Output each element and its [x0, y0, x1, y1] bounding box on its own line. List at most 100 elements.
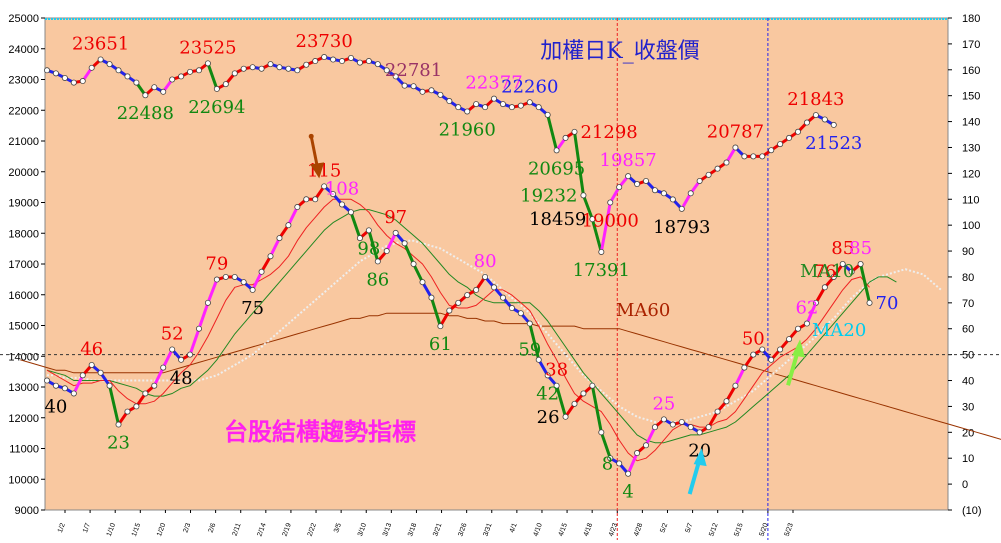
price-point [419, 88, 426, 95]
right-tick-label: 170 [962, 39, 980, 51]
index-point [258, 268, 265, 275]
data-label: 62 [795, 298, 818, 319]
index-point [347, 209, 354, 216]
price-segment [590, 217, 603, 254]
date-tick-label: 4/28 [633, 522, 644, 537]
data-label: 20695 [528, 158, 585, 179]
index-point [303, 196, 310, 203]
price-segment [581, 193, 594, 221]
price-point [455, 104, 462, 111]
left-tick-label: 14000 [8, 351, 39, 363]
price-point [705, 171, 712, 178]
price-point [687, 190, 694, 197]
index-point [133, 403, 140, 410]
price-point [222, 81, 229, 88]
price-point [634, 181, 641, 188]
price-point [285, 65, 292, 72]
right-tick-label: 20 [962, 427, 974, 439]
date-tick-label: 5/15 [733, 522, 744, 537]
index-point [169, 346, 176, 353]
index-point [848, 268, 855, 275]
date-tick-label: 4/1 [509, 522, 519, 534]
price-point [777, 141, 784, 148]
data-label: 4 [622, 482, 633, 503]
price-point [750, 153, 757, 160]
data-label: 40 [44, 396, 67, 417]
data-label: 21298 [580, 122, 637, 143]
price-point [526, 99, 533, 106]
date-tick-label: 4/18 [583, 522, 594, 537]
price-point [231, 70, 238, 77]
index-point [106, 382, 113, 389]
index-point [607, 455, 614, 462]
index-point [52, 382, 59, 389]
index-segment [188, 327, 201, 357]
index-point [44, 377, 51, 384]
index-point [786, 336, 793, 343]
index-point [482, 273, 489, 280]
data-label: 42 [536, 383, 559, 404]
index-point [580, 390, 587, 397]
price-point [70, 79, 77, 86]
date-tick-label: 4/15 [558, 522, 569, 537]
date-tick-label: 2/3 [182, 522, 192, 534]
price-point [401, 82, 408, 89]
index-segment [859, 262, 872, 305]
left-tick-label: 23000 [8, 75, 39, 87]
price-point [213, 85, 220, 92]
index-point [732, 382, 739, 389]
index-point [231, 273, 238, 280]
price-point [651, 187, 658, 194]
index-point [598, 429, 605, 436]
data-label: 70 [876, 293, 899, 314]
price-point [759, 153, 766, 160]
index-point [428, 294, 435, 301]
index-point [821, 284, 828, 291]
index-segment [349, 210, 362, 240]
price-point [142, 92, 149, 99]
date-tick-label: 1/2 [57, 522, 67, 534]
data-label: 18459 [529, 209, 586, 230]
price-point [607, 199, 614, 206]
data-label: 38 [545, 360, 568, 381]
index-segment [644, 425, 657, 447]
price-point [723, 159, 730, 166]
signal-arrows [308, 133, 806, 495]
date-tick-label: 5/23 [784, 522, 795, 537]
index-point [696, 429, 703, 436]
index-point [508, 305, 515, 312]
left-tick-label: 12000 [8, 413, 39, 425]
guide-lines [0, 18, 1001, 540]
price-point [249, 64, 256, 71]
ma5-line [46, 198, 870, 462]
left-tick-label: 19000 [8, 198, 39, 210]
price-point [714, 165, 721, 172]
price-point [276, 64, 283, 71]
index-point [79, 372, 86, 379]
index-segment [528, 322, 541, 362]
price-point [383, 67, 390, 74]
price-point [106, 61, 113, 68]
data-label: 22694 [188, 97, 245, 118]
index-point [446, 307, 453, 314]
left-price-axis: 9000 10000 11000 12000 13000 14000 15000 16000 1… [8, 13, 45, 517]
index-point [312, 196, 319, 203]
right-tick-label: 100 [962, 220, 980, 232]
index-point [249, 286, 256, 293]
index-point [124, 408, 131, 415]
index-point [777, 346, 784, 353]
index-segment [626, 451, 639, 476]
price-point [580, 192, 587, 199]
index-segment [733, 366, 746, 388]
index-segment [429, 296, 442, 328]
index-point [115, 421, 122, 428]
price-point [830, 121, 837, 128]
right-tick-label: 0 [962, 479, 968, 491]
price-point [347, 54, 354, 61]
price-point [446, 98, 453, 105]
price-point [115, 67, 122, 74]
data-label: 22488 [117, 103, 174, 124]
index-segment [367, 228, 380, 263]
right-tick-label: 130 [962, 142, 980, 154]
price-point [499, 101, 506, 108]
